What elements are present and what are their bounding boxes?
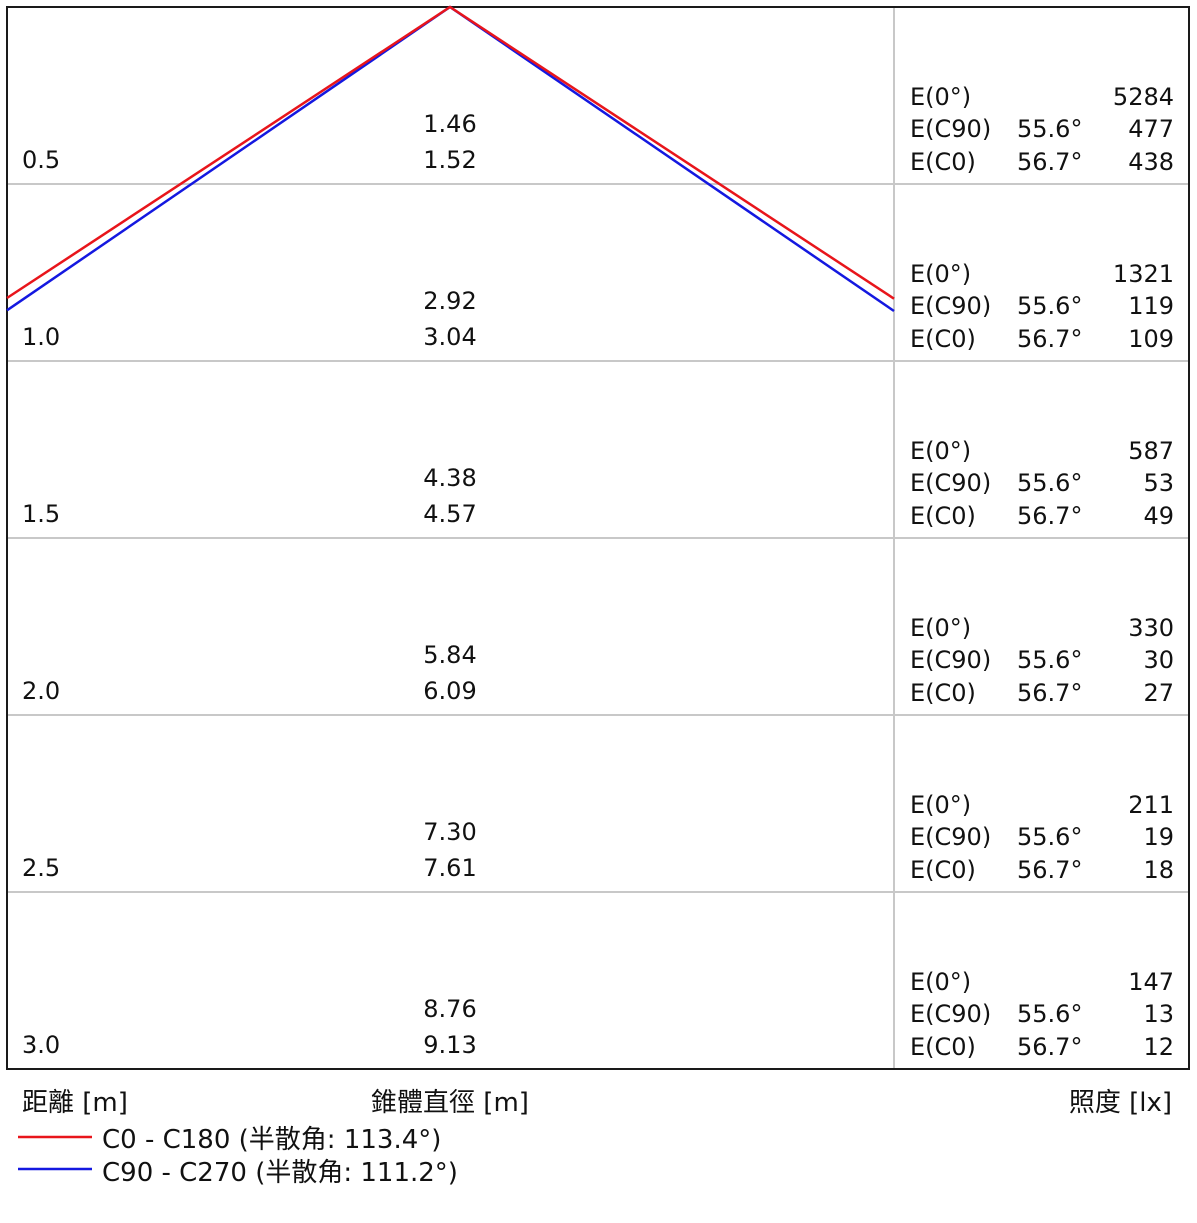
cone-diameter-c90: 7.30 bbox=[423, 818, 476, 846]
angle-c90: 55.6° bbox=[1017, 469, 1082, 497]
cone-diameter-c0: 7.61 bbox=[423, 854, 476, 882]
distance-value: 1.0 bbox=[22, 323, 60, 351]
distance-value: 0.5 bbox=[22, 146, 60, 174]
illuminance-ec0-value: 12 bbox=[1143, 1033, 1174, 1061]
cone-diameter-c90: 8.76 bbox=[423, 995, 476, 1023]
angle-c90: 55.6° bbox=[1017, 1000, 1082, 1028]
illuminance-e0-value: 1321 bbox=[1113, 260, 1174, 288]
angle-c0: 56.7° bbox=[1017, 325, 1082, 353]
illuminance-label-e0: E(0°) bbox=[910, 791, 971, 819]
illuminance-label-ec0: E(C0) bbox=[910, 856, 976, 884]
illuminance-label-ec90: E(C90) bbox=[910, 1000, 991, 1028]
illuminance-ec0-value: 27 bbox=[1143, 679, 1174, 707]
illuminance-label-e0: E(0°) bbox=[910, 83, 971, 111]
illuminance-label-ec0: E(C0) bbox=[910, 325, 976, 353]
distance-axis-label: 距離 [m] bbox=[22, 1088, 128, 1118]
illuminance-ec90-value: 13 bbox=[1143, 1000, 1174, 1028]
illuminance-ec90-value: 53 bbox=[1143, 469, 1174, 497]
cone-line-c0-c180 bbox=[6, 5, 895, 300]
angle-c90: 55.6° bbox=[1017, 823, 1082, 851]
cone-diameter-c0: 1.52 bbox=[423, 146, 476, 174]
illuminance-ec0-value: 49 bbox=[1143, 502, 1174, 530]
cone-diameter-c90: 5.84 bbox=[423, 641, 476, 669]
angle-c0: 56.7° bbox=[1017, 679, 1082, 707]
angle-c0: 56.7° bbox=[1017, 502, 1082, 530]
angle-c90: 55.6° bbox=[1017, 115, 1082, 143]
illuminance-label-ec0: E(C0) bbox=[910, 679, 976, 707]
illuminance-ec90-value: 19 bbox=[1143, 823, 1174, 851]
distance-value: 3.0 bbox=[22, 1031, 60, 1059]
angle-c90: 55.6° bbox=[1017, 646, 1082, 674]
illuminance-ec90-value: 119 bbox=[1128, 292, 1174, 320]
illuminance-e0-value: 330 bbox=[1128, 614, 1174, 642]
illuminance-e0-value: 211 bbox=[1128, 791, 1174, 819]
illuminance-label-e0: E(0°) bbox=[910, 968, 971, 996]
cone-diameter-c0: 3.04 bbox=[423, 323, 476, 351]
cone-diameter-c90: 4.38 bbox=[423, 464, 476, 492]
legend-label-c0-c180: C0 - C180 (半散角: 113.4°) bbox=[102, 1125, 441, 1155]
angle-c0: 56.7° bbox=[1017, 148, 1082, 176]
cone-diameter-c0: 4.57 bbox=[423, 500, 476, 528]
angle-c90: 55.6° bbox=[1017, 292, 1082, 320]
illuminance-e0-value: 5284 bbox=[1113, 83, 1174, 111]
illuminance-ec0-value: 18 bbox=[1143, 856, 1174, 884]
cone-diameter-axis-label: 錐體直徑 [m] bbox=[371, 1088, 529, 1118]
illuminance-label-ec90: E(C90) bbox=[910, 823, 991, 851]
illuminance-ec90-value: 477 bbox=[1128, 115, 1174, 143]
illuminance-e0-value: 147 bbox=[1128, 968, 1174, 996]
illuminance-label-ec90: E(C90) bbox=[910, 292, 991, 320]
chart-grid bbox=[6, 6, 1190, 1070]
cone-diameter-c90: 1.46 bbox=[423, 110, 476, 138]
illuminance-label-e0: E(0°) bbox=[910, 614, 971, 642]
cone-diameter-c0: 6.09 bbox=[423, 677, 476, 705]
illuminance-label-ec0: E(C0) bbox=[910, 148, 976, 176]
illuminance-ec90-value: 30 bbox=[1143, 646, 1174, 674]
distance-value: 2.0 bbox=[22, 677, 60, 705]
chart-footer: 距離 [m] 錐體直徑 [m] 照度 [lx] C0 - C180 (半散角: … bbox=[18, 1088, 1172, 1188]
illuminance-label-e0: E(0°) bbox=[910, 260, 971, 288]
distance-value: 2.5 bbox=[22, 854, 60, 882]
illuminance-label-ec0: E(C0) bbox=[910, 1033, 976, 1061]
cone-lines bbox=[6, 5, 895, 313]
illuminance-label-ec90: E(C90) bbox=[910, 115, 991, 143]
cone-diameter-c90: 2.92 bbox=[423, 287, 476, 315]
illuminance-label-ec0: E(C0) bbox=[910, 502, 976, 530]
angle-c0: 56.7° bbox=[1017, 856, 1082, 884]
illuminance-label-ec90: E(C90) bbox=[910, 469, 991, 497]
illuminance-label-ec90: E(C90) bbox=[910, 646, 991, 674]
illuminance-ec0-value: 438 bbox=[1128, 148, 1174, 176]
illuminance-ec0-value: 109 bbox=[1128, 325, 1174, 353]
angle-c0: 56.7° bbox=[1017, 1033, 1082, 1061]
illuminance-label-e0: E(0°) bbox=[910, 437, 971, 465]
cone-diameter-c0: 9.13 bbox=[423, 1031, 476, 1059]
illuminance-axis-label: 照度 [lx] bbox=[1069, 1088, 1172, 1118]
distance-value: 1.5 bbox=[22, 500, 60, 528]
illuminance-e0-value: 587 bbox=[1128, 437, 1174, 465]
chart-frame bbox=[6, 6, 1190, 1070]
chart-cells: 0.5 1.46 1.52 E(0°) E(C90) E(C0) 55.6° 56.7° 528… bbox=[22, 83, 1174, 1061]
legend-label-c90-c270: C90 - C270 (半散角: 111.2°) bbox=[102, 1158, 458, 1188]
